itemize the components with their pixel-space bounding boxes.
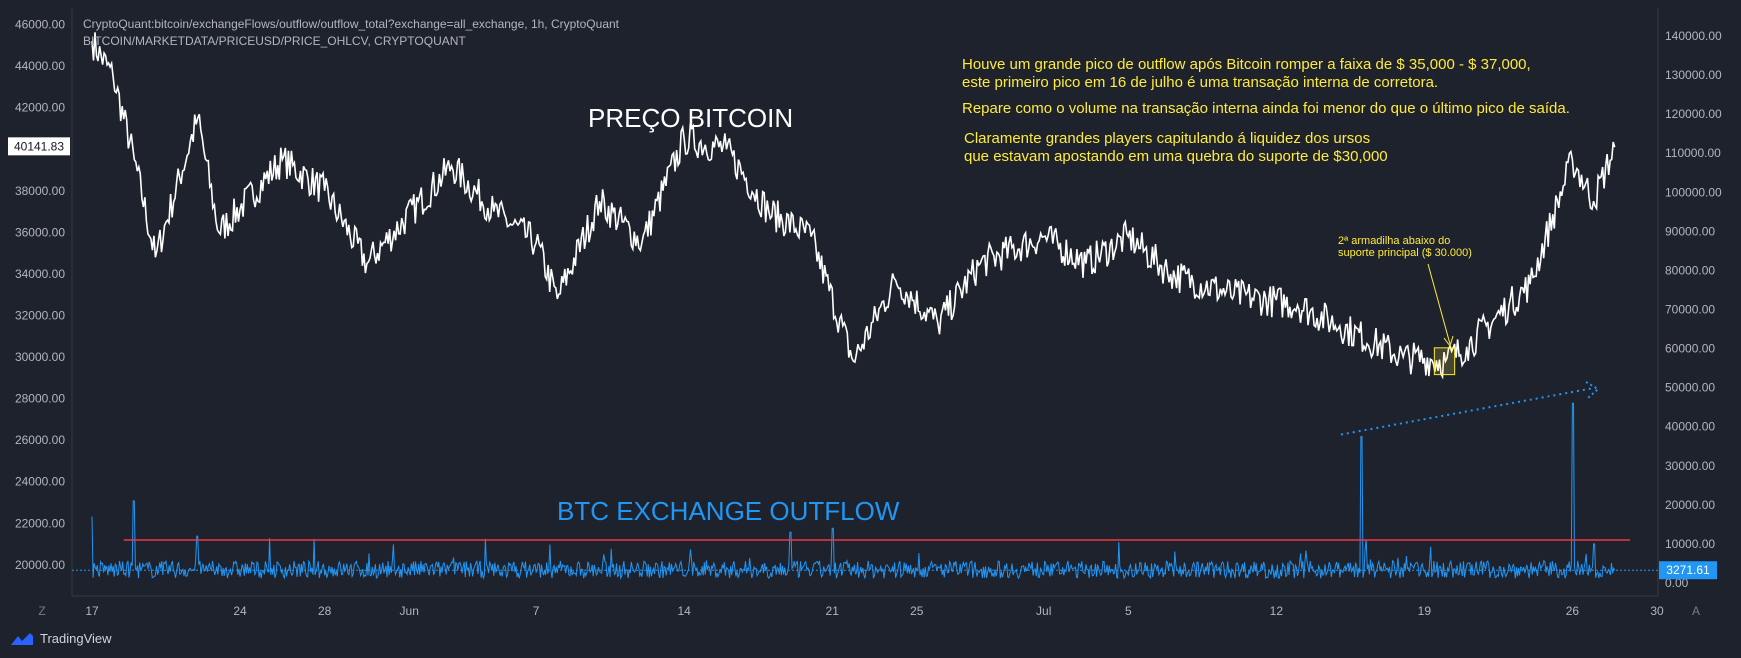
left-tick-label: 38000.00 bbox=[15, 184, 65, 198]
current-price-value: 40141.83 bbox=[14, 139, 64, 153]
right-tick-label: 30000.00 bbox=[1665, 459, 1715, 473]
x-tick-label: 14 bbox=[677, 604, 691, 618]
left-tick-label: 28000.00 bbox=[15, 392, 65, 406]
trap-arrow-line bbox=[1427, 263, 1451, 345]
x-tick-label: 19 bbox=[1418, 604, 1432, 618]
left-tick-label: 44000.00 bbox=[15, 59, 65, 73]
left-tick-label: 46000.00 bbox=[15, 18, 65, 32]
auto-scale-button[interactable]: A bbox=[1692, 604, 1700, 618]
annotation-capitulation-2: que estavam apostando em uma quebra do s… bbox=[964, 148, 1388, 165]
source-label-price: BITCOIN/MARKETDATA/PRICEUSD/PRICE_OHLCV,… bbox=[83, 34, 466, 48]
trap-annotation-1: 2ª armadilha abaixo do bbox=[1338, 235, 1451, 247]
right-tick-label: 50000.00 bbox=[1665, 381, 1715, 395]
tradingview-logo[interactable]: TradingView bbox=[10, 631, 112, 646]
x-tick-label: Jul bbox=[1036, 604, 1051, 618]
x-tick-label: 30 bbox=[1650, 604, 1664, 618]
left-tick-label: 24000.00 bbox=[15, 475, 65, 489]
left-tick-label: 22000.00 bbox=[15, 516, 65, 530]
right-tick-label: 100000.00 bbox=[1665, 185, 1722, 199]
x-tick-label: 12 bbox=[1270, 604, 1284, 618]
left-tick-label: 20000.00 bbox=[15, 558, 65, 572]
x-tick-label: 21 bbox=[826, 604, 840, 618]
current-outflow-badge bbox=[1659, 561, 1717, 580]
tradingview-brand: TradingView bbox=[40, 631, 112, 646]
right-tick-label: 140000.00 bbox=[1665, 29, 1722, 43]
source-label-outflow: CryptoQuant:bitcoin/exchangeFlows/outflo… bbox=[83, 17, 619, 31]
right-tick-label: 20000.00 bbox=[1665, 498, 1715, 512]
right-tick-label: 0.00 bbox=[1665, 576, 1689, 590]
left-tick-label: 36000.00 bbox=[15, 225, 65, 239]
left-tick-label: 34000.00 bbox=[15, 267, 65, 281]
outflow-series-line bbox=[91, 402, 1616, 580]
zoom-button[interactable]: Z bbox=[38, 604, 45, 618]
price-series-line bbox=[91, 32, 1616, 380]
outflow-trend-arrow bbox=[1340, 386, 1597, 436]
annotation-internal-volume: Repare como o volume na transação intern… bbox=[962, 100, 1570, 117]
current-outflow-value: 3271.61 bbox=[1666, 563, 1710, 577]
right-tick-label: 60000.00 bbox=[1665, 342, 1715, 356]
x-tick-label: 26 bbox=[1566, 604, 1580, 618]
trap-arrow-head bbox=[1443, 335, 1454, 348]
trap-annotation-2: suporte principal ($ 30.000) bbox=[1338, 247, 1472, 259]
right-tick-label: 70000.00 bbox=[1665, 303, 1715, 317]
right-tick-label: 90000.00 bbox=[1665, 224, 1715, 238]
outflow-series-label: BTC EXCHANGE OUTFLOW bbox=[557, 496, 900, 526]
current-price-badge bbox=[8, 137, 70, 156]
x-tick-label: Jun bbox=[400, 604, 419, 618]
price-series-label: PREÇO BITCOIN bbox=[588, 103, 794, 133]
x-tick-label: 28 bbox=[318, 604, 332, 618]
left-tick-label: 30000.00 bbox=[15, 350, 65, 364]
left-tick-label: 42000.00 bbox=[15, 101, 65, 115]
right-tick-label: 130000.00 bbox=[1665, 68, 1722, 82]
right-tick-label: 40000.00 bbox=[1665, 420, 1715, 434]
right-tick-label: 10000.00 bbox=[1665, 537, 1715, 551]
annotation-outflow-spike-2: este primeiro pico em 16 de julho é uma … bbox=[962, 74, 1439, 91]
x-tick-label: 25 bbox=[910, 604, 924, 618]
x-tick-label: 5 bbox=[1125, 604, 1132, 618]
left-tick-label: 26000.00 bbox=[15, 433, 65, 447]
tradingview-icon bbox=[11, 632, 33, 645]
annotation-capitulation-1: Claramente grandes players capitulando á… bbox=[964, 130, 1371, 147]
trap-zone-box bbox=[1433, 347, 1456, 376]
annotation-outflow-spike-1: Houve um grande pico de outflow após Bit… bbox=[962, 56, 1531, 73]
x-tick-label: 17 bbox=[85, 604, 99, 618]
right-tick-label: 120000.00 bbox=[1665, 107, 1722, 121]
right-tick-label: 110000.00 bbox=[1665, 146, 1721, 160]
left-tick-label: 32000.00 bbox=[15, 309, 65, 323]
right-tick-label: 80000.00 bbox=[1665, 263, 1715, 277]
x-tick-label: 24 bbox=[233, 604, 247, 618]
x-tick-label: 7 bbox=[533, 604, 540, 618]
